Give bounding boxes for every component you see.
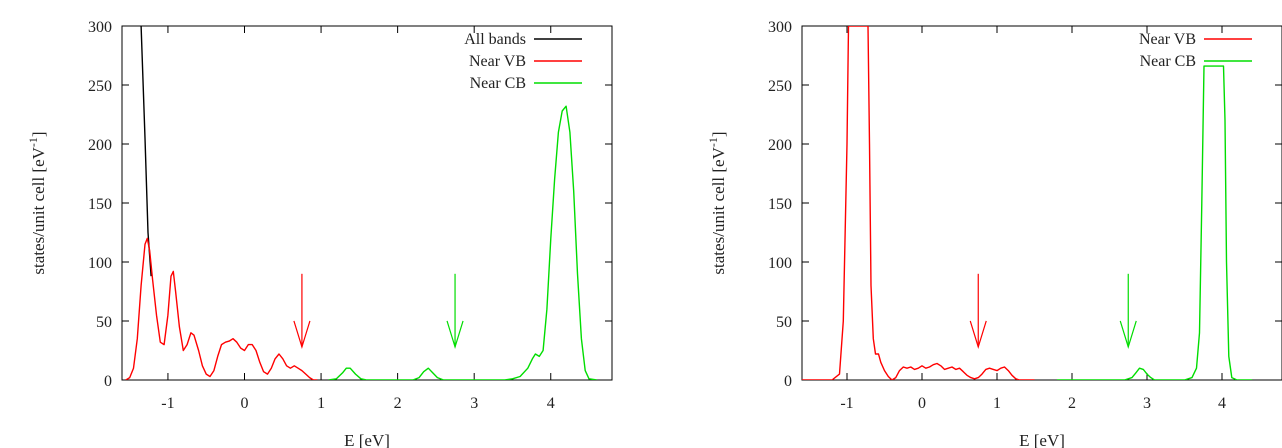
legend-label: Near VB (1139, 31, 1196, 48)
y-tick-label: 0 (784, 373, 792, 390)
x-axis-label: E [eV] (1019, 431, 1065, 448)
plot-area (802, 26, 1252, 380)
y-tick-label: 200 (768, 137, 792, 154)
chart-panel-2: 0 50 100 150 200 250 300 -1 0 1 2 3 4 E [eV] states/un… (706, 19, 1282, 448)
x-tick-label: -1 (161, 395, 174, 412)
series-line-near-cb (1057, 65, 1252, 380)
arrow-head-1 (969, 320, 987, 350)
arrow-head-2 (1119, 320, 1137, 350)
x-tick-label: 4 (1218, 395, 1226, 412)
y-axis-label: states/unit cell [eV-1] (706, 131, 728, 274)
y-tick-label: 50 (776, 314, 792, 331)
y-tick-label: 150 (88, 196, 112, 213)
legend-label: Near CB (470, 75, 526, 92)
plot-frame (121, 25, 613, 381)
legend-label: Near VB (469, 53, 526, 70)
series-line-near-vb (125, 237, 318, 380)
plot-frame (801, 25, 1282, 381)
x-tick-label: 2 (1068, 395, 1076, 412)
x-tick-label: 0 (918, 395, 926, 412)
legend-label: All bands (464, 31, 526, 48)
x-tick-label: 1 (993, 395, 1001, 412)
y-tick-label: 300 (768, 19, 792, 36)
x-tick-label: 1 (317, 395, 325, 412)
y-tick-label: 200 (88, 137, 112, 154)
plot-area (125, 26, 597, 380)
x-tick-label: 3 (470, 395, 478, 412)
legend-label: Near CB (1140, 53, 1196, 70)
y-axis-label: states/unit cell [eV-1] (26, 131, 48, 274)
y-tick-label: 50 (96, 314, 112, 331)
x-tick-label: 4 (547, 395, 555, 412)
y-tick-label: 0 (104, 373, 112, 390)
series-line-near-cb (328, 105, 597, 380)
chart-panel-1: 0 50 100 150 200 250 300 -1 0 1 2 3 4 E [eV] states/un… (26, 19, 613, 448)
x-axis-label: E [eV] (344, 431, 390, 448)
y-tick-label: 250 (88, 78, 112, 95)
series-line-all-bands (140, 26, 152, 277)
arrow-head-2 (446, 320, 464, 350)
series-line-near-vb (802, 26, 1035, 380)
x-tick-label: -1 (840, 395, 853, 412)
y-tick-label: 100 (768, 255, 792, 272)
x-tick-label: 2 (394, 395, 402, 412)
y-tick-label: 300 (88, 19, 112, 36)
y-tick-label: 150 (768, 196, 792, 213)
y-tick-label: 100 (88, 255, 112, 272)
x-tick-label: 0 (241, 395, 249, 412)
x-tick-label: 3 (1143, 395, 1151, 412)
arrow-head-1 (293, 320, 311, 350)
y-tick-label: 250 (768, 78, 792, 95)
